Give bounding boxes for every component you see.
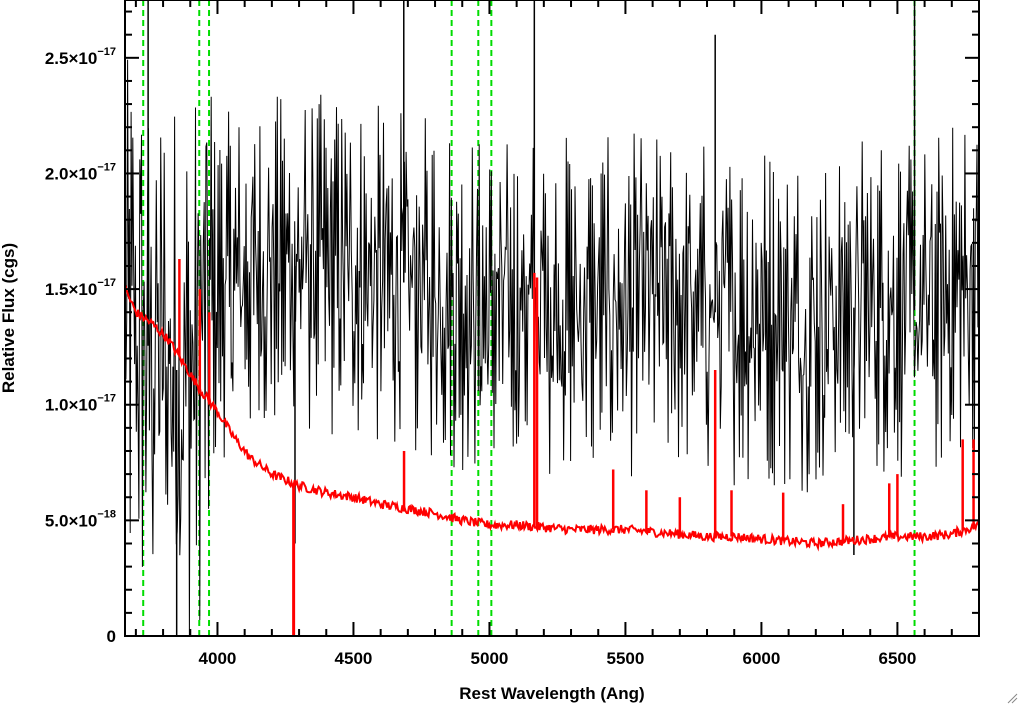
spectrum-model-line: [124, 285, 980, 552]
x-tick-label: 6000: [743, 649, 781, 668]
y-tick-label: 1.5×10−17: [45, 277, 116, 299]
x-tick-label: 4500: [335, 649, 373, 668]
spectrum-observed-line: [124, 59, 980, 637]
x-tick-label: 4000: [199, 649, 237, 668]
plot-frame: [124, 0, 980, 637]
series-layer: [124, 0, 980, 637]
resize-grip-icon[interactable]: [1006, 692, 1018, 704]
y-tick-label: 5.0×10−18: [45, 508, 116, 530]
x-axis-title: Rest Wavelength (Ang): [459, 684, 644, 703]
y-tick-label: 0: [107, 627, 116, 646]
x-tick-label: 6500: [878, 649, 916, 668]
y-tick-label: 2.0×10−17: [45, 161, 116, 183]
y-tick-label: 1.0×10−17: [45, 393, 116, 415]
y-tick-labels: 0 5.0×10−18 1.0×10−17 1.5×10−17 2.0×10−17 2.5…: [45, 46, 116, 646]
ticks-layer: [125, 0, 980, 637]
x-tick-labels: 4000 4500 5000 5500 6000 6500: [199, 649, 917, 668]
y-axis-title: Relative Flux (cgs): [0, 243, 18, 393]
x-tick-label: 5000: [471, 649, 509, 668]
x-tick-label: 5500: [607, 649, 645, 668]
y-tick-label: 2.5×10−17: [45, 46, 116, 68]
